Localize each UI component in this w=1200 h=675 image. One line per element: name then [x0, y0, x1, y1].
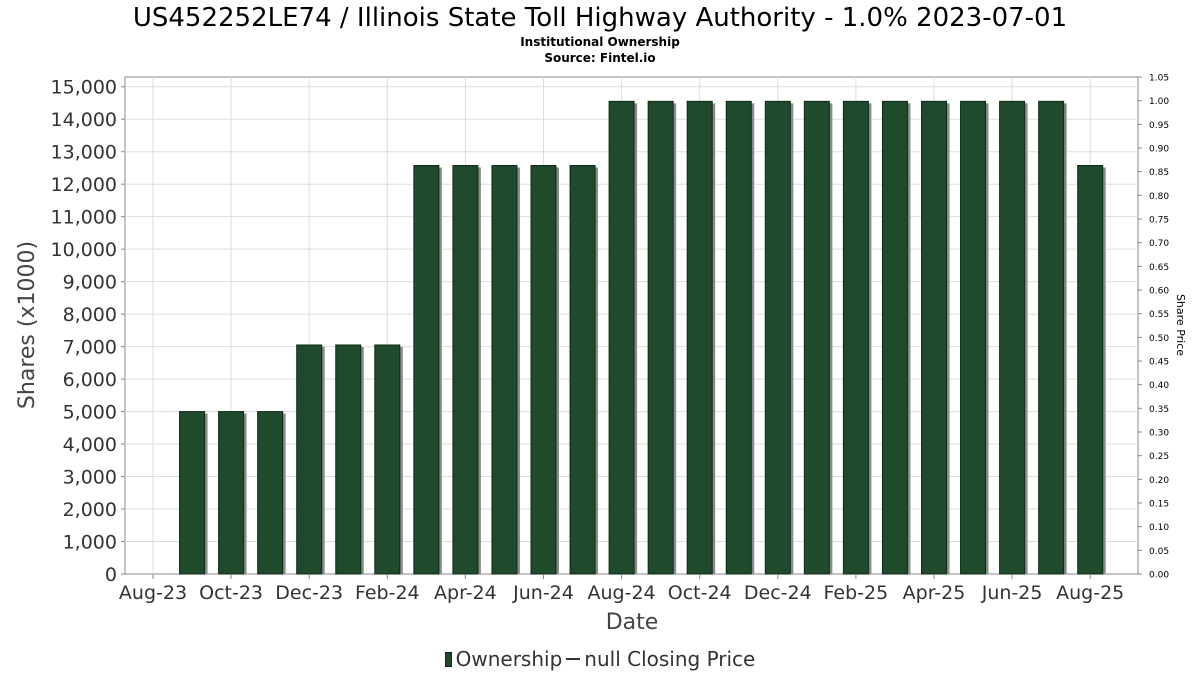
y2-tick-label: 0.40 [1149, 381, 1169, 391]
y2-tick-label: 0.80 [1149, 192, 1169, 202]
bar-ownership [413, 165, 440, 575]
x-tick-label: Aug-24 [588, 582, 656, 604]
bar-ownership [179, 411, 206, 575]
x-tick-label: Feb-25 [824, 582, 889, 604]
y-tick-label: 8,000 [63, 304, 117, 326]
y2-tick-label: 0.20 [1149, 476, 1169, 486]
y-tick-label: 3,000 [63, 467, 117, 489]
y2-tick-label: 0.45 [1149, 358, 1169, 368]
chart-source: Source: Fintel.io [544, 51, 656, 65]
bar-ownership [764, 100, 791, 575]
y2-tick-label: 0.30 [1149, 429, 1169, 439]
y-tick-label: 2,000 [63, 499, 117, 521]
x-tick-label: Oct-24 [668, 582, 732, 604]
x-tick-label: Aug-23 [119, 582, 187, 604]
y-tick-label: 10,000 [51, 239, 117, 261]
y2-tick-label: 0.75 [1149, 216, 1169, 226]
bar-ownership [1077, 165, 1104, 575]
legend-ownership-swatch [444, 652, 452, 667]
y-tick-label: 15,000 [51, 77, 117, 99]
bar-ownership [725, 100, 752, 575]
legend-ownership-label: Ownership [455, 647, 563, 671]
bar-ownership [881, 100, 908, 575]
y2-tick-label: 0.15 [1149, 500, 1169, 510]
y-axis-label: Shares (x1000) [15, 241, 40, 409]
y2-tick-label: 0.90 [1149, 145, 1169, 155]
bar-ownership [257, 411, 284, 575]
chart-title: US452252LE74 / Illinois State Toll Highw… [132, 3, 1068, 33]
legend-price-label: null Closing Price [584, 647, 756, 671]
x-tick-label: Jun-24 [512, 582, 574, 604]
x-tick-label: Jun-25 [981, 582, 1043, 604]
bar-ownership [218, 411, 245, 575]
bar-ownership [803, 100, 830, 575]
y2-tick-label: 0.35 [1149, 405, 1169, 415]
y2-tick-label: 0.00 [1149, 571, 1169, 581]
bar-ownership [296, 344, 323, 575]
bar-ownership [530, 165, 557, 575]
x-axis-label: Date [606, 610, 659, 635]
y-tick-label: 0 [105, 564, 117, 586]
y-tick-label: 12,000 [51, 174, 117, 196]
y-tick-label: 5,000 [63, 402, 117, 424]
bar-ownership [960, 100, 987, 575]
y-tick-label: 1,000 [63, 532, 117, 554]
bar-ownership [569, 165, 596, 575]
y2-tick-label: 0.10 [1149, 523, 1169, 533]
x-tick-label: Oct-23 [199, 582, 263, 604]
x-tick-label: Dec-24 [744, 582, 812, 604]
bar-ownership [608, 100, 635, 575]
y2-tick-label: 0.05 [1149, 547, 1169, 557]
y-tick-label: 14,000 [51, 109, 117, 131]
y2-tick-label: 0.85 [1149, 168, 1169, 178]
y-tick-label: 11,000 [51, 207, 117, 229]
y2-tick-label: 1.00 [1149, 97, 1169, 107]
y-tick-label: 7,000 [63, 337, 117, 359]
bar-ownership [842, 100, 869, 575]
y2-axis-label: Share Price [1174, 294, 1187, 356]
y2-tick-label: 0.50 [1149, 334, 1169, 344]
y2-tick-label: 0.55 [1149, 310, 1169, 320]
y-tick-label: 6,000 [63, 369, 117, 391]
x-tick-label: Aug-25 [1056, 582, 1124, 604]
y-tick-label: 13,000 [51, 142, 117, 164]
x-tick-label: Dec-23 [275, 582, 343, 604]
bar-layer [179, 100, 1106, 575]
y2-tick-label: 0.95 [1149, 121, 1169, 131]
bar-ownership [686, 100, 713, 575]
y2-tick-label: 1.05 [1149, 74, 1169, 84]
y-axis-ticks: 0 1,000 2,000 3,000 4,000 5,000 6,000 7,000 8,00… [51, 77, 125, 586]
bar-ownership [1038, 100, 1065, 575]
chart-subtitle: Institutional Ownership [520, 35, 680, 49]
legend-price-line [566, 658, 581, 660]
y2-axis-ticks: 0.00 0.05 0.10 0.15 0.20 0.25 0.30 0.35 0.40 0.45… [1138, 74, 1169, 581]
bar-ownership [452, 165, 479, 575]
x-tick-label: Feb-24 [355, 582, 420, 604]
legend: Ownership null Closing Price [0, 647, 1200, 671]
chart-canvas: 0 1,000 2,000 3,000 4,000 5,000 6,000 7,000 8,00… [15, 74, 1187, 636]
x-tick-label: Apr-25 [903, 582, 966, 604]
bar-ownership [921, 100, 947, 575]
x-tick-label: Apr-24 [434, 582, 497, 604]
y2-tick-label: 0.25 [1149, 452, 1169, 462]
bar-ownership [335, 344, 362, 575]
x-axis-ticks: Aug-23 Oct-23 Dec-23 Feb-24 Apr-24 Jun-24 Aug-… [119, 574, 1124, 604]
y-tick-label: 9,000 [63, 272, 117, 294]
y2-tick-label: 0.60 [1149, 287, 1169, 297]
bar-ownership [491, 165, 518, 575]
y2-tick-label: 0.65 [1149, 263, 1169, 273]
bar-ownership [647, 100, 674, 575]
y2-tick-label: 0.70 [1149, 239, 1169, 249]
y-tick-label: 4,000 [63, 434, 117, 456]
bar-ownership [999, 100, 1026, 575]
bar-ownership [374, 344, 401, 575]
